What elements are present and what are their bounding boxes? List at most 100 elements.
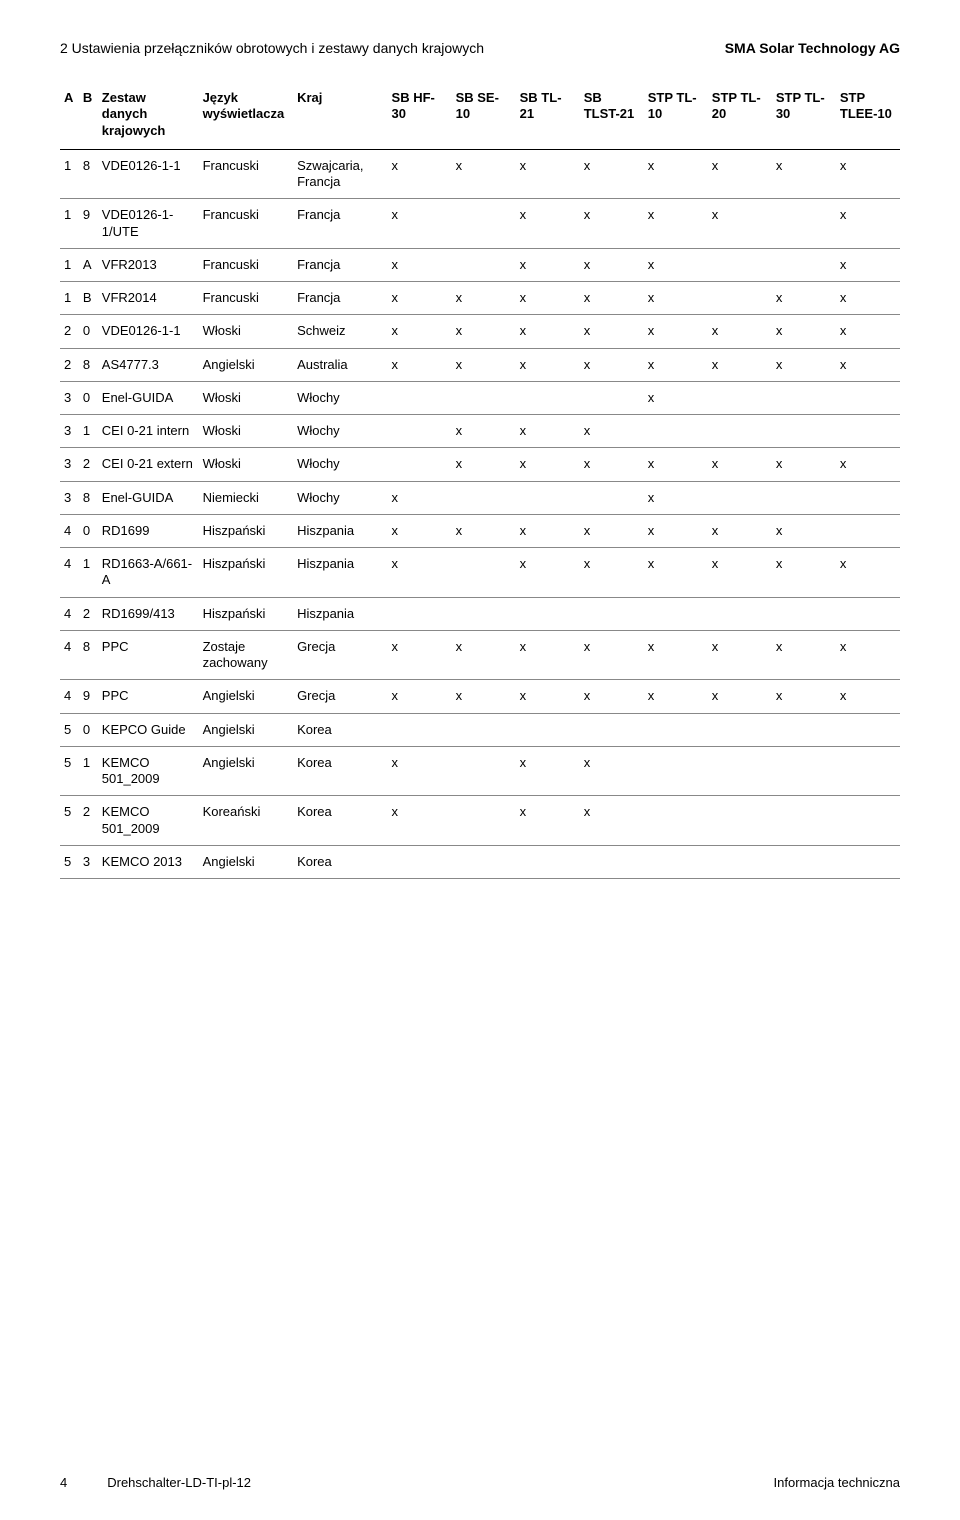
cell-9-8 <box>580 481 644 514</box>
cell-4-9: x <box>644 315 708 348</box>
cell-6-9: x <box>644 381 708 414</box>
cell-18-8 <box>580 845 644 878</box>
cell-14-11: x <box>772 680 836 713</box>
cell-3-0: 1 <box>60 282 79 315</box>
cell-9-4: Włochy <box>293 481 387 514</box>
cell-18-11 <box>772 845 836 878</box>
cell-12-0: 4 <box>60 597 79 630</box>
cell-15-1: 0 <box>79 713 98 746</box>
cell-12-12 <box>836 597 900 630</box>
header-right: SMA Solar Technology AG <box>725 40 900 56</box>
table-row: 32CEI 0-21 externWłoskiWłochyxxxxxxx <box>60 448 900 481</box>
cell-15-8 <box>580 713 644 746</box>
cell-4-5: x <box>388 315 452 348</box>
cell-8-9: x <box>644 448 708 481</box>
cell-7-0: 3 <box>60 415 79 448</box>
table-body: 18VDE0126-1-1FrancuskiSzwajcaria, Francj… <box>60 149 900 878</box>
cell-18-1: 3 <box>79 845 98 878</box>
cell-16-12 <box>836 746 900 796</box>
cell-18-10 <box>708 845 772 878</box>
header-row: ABZestaw danych krajowychJęzyk wyświetla… <box>60 84 900 149</box>
cell-15-7 <box>516 713 580 746</box>
cell-4-11: x <box>772 315 836 348</box>
cell-7-9 <box>644 415 708 448</box>
table-row: 48PPCZostaje zachowanyGrecjaxxxxxxxx <box>60 630 900 680</box>
cell-8-1: 2 <box>79 448 98 481</box>
cell-10-10: x <box>708 514 772 547</box>
cell-8-5 <box>388 448 452 481</box>
cell-0-11: x <box>772 149 836 199</box>
cell-17-10 <box>708 796 772 846</box>
cell-2-2: VFR2013 <box>98 248 199 281</box>
cell-3-9: x <box>644 282 708 315</box>
cell-2-9: x <box>644 248 708 281</box>
cell-0-4: Szwajcaria, Francja <box>293 149 387 199</box>
cell-13-8: x <box>580 630 644 680</box>
cell-14-1: 9 <box>79 680 98 713</box>
cell-3-6: x <box>452 282 516 315</box>
table-row: 49PPCAngielskiGrecjaxxxxxxxx <box>60 680 900 713</box>
cell-2-4: Francja <box>293 248 387 281</box>
cell-10-8: x <box>580 514 644 547</box>
cell-3-3: Francuski <box>199 282 293 315</box>
cell-18-2: KEMCO 2013 <box>98 845 199 878</box>
cell-11-7: x <box>516 548 580 598</box>
cell-0-7: x <box>516 149 580 199</box>
footer-right: Informacja techniczna <box>774 1475 900 1490</box>
cell-11-5: x <box>388 548 452 598</box>
cell-11-2: RD1663-A/661-A <box>98 548 199 598</box>
cell-17-12 <box>836 796 900 846</box>
cell-16-8: x <box>580 746 644 796</box>
cell-14-4: Grecja <box>293 680 387 713</box>
cell-8-12: x <box>836 448 900 481</box>
cell-10-5: x <box>388 514 452 547</box>
cell-4-12: x <box>836 315 900 348</box>
cell-9-1: 8 <box>79 481 98 514</box>
cell-6-10 <box>708 381 772 414</box>
cell-12-4: Hiszpania <box>293 597 387 630</box>
cell-2-8: x <box>580 248 644 281</box>
table-row: 42RD1699/413HiszpańskiHiszpania <box>60 597 900 630</box>
cell-7-3: Włoski <box>199 415 293 448</box>
cell-8-3: Włoski <box>199 448 293 481</box>
cell-17-1: 2 <box>79 796 98 846</box>
cell-6-11 <box>772 381 836 414</box>
page-footer: 4 Drehschalter-LD-TI-pl-12 Informacja te… <box>60 1475 900 1490</box>
cell-3-12: x <box>836 282 900 315</box>
cell-4-1: 0 <box>79 315 98 348</box>
cell-0-8: x <box>580 149 644 199</box>
cell-13-0: 4 <box>60 630 79 680</box>
col-header-4: Kraj <box>293 84 387 149</box>
cell-14-8: x <box>580 680 644 713</box>
cell-8-0: 3 <box>60 448 79 481</box>
cell-16-4: Korea <box>293 746 387 796</box>
table-row: 51KEMCO 501_2009AngielskiKoreaxxx <box>60 746 900 796</box>
cell-5-4: Australia <box>293 348 387 381</box>
cell-14-2: PPC <box>98 680 199 713</box>
cell-3-7: x <box>516 282 580 315</box>
cell-5-5: x <box>388 348 452 381</box>
table-row: 1AVFR2013FrancuskiFrancjaxxxxx <box>60 248 900 281</box>
cell-3-5: x <box>388 282 452 315</box>
cell-14-0: 4 <box>60 680 79 713</box>
cell-1-12: x <box>836 199 900 249</box>
col-header-2: Zestaw danych krajowych <box>98 84 199 149</box>
cell-9-3: Niemiecki <box>199 481 293 514</box>
cell-6-7 <box>516 381 580 414</box>
cell-17-2: KEMCO 501_2009 <box>98 796 199 846</box>
cell-4-8: x <box>580 315 644 348</box>
cell-1-8: x <box>580 199 644 249</box>
cell-7-5 <box>388 415 452 448</box>
cell-17-5: x <box>388 796 452 846</box>
cell-5-3: Angielski <box>199 348 293 381</box>
table-row: 18VDE0126-1-1FrancuskiSzwajcaria, Francj… <box>60 149 900 199</box>
cell-16-1: 1 <box>79 746 98 796</box>
cell-10-4: Hiszpania <box>293 514 387 547</box>
cell-5-10: x <box>708 348 772 381</box>
cell-2-7: x <box>516 248 580 281</box>
table-row: 28AS4777.3AngielskiAustraliaxxxxxxxx <box>60 348 900 381</box>
cell-8-7: x <box>516 448 580 481</box>
cell-17-8: x <box>580 796 644 846</box>
cell-7-10 <box>708 415 772 448</box>
cell-5-9: x <box>644 348 708 381</box>
